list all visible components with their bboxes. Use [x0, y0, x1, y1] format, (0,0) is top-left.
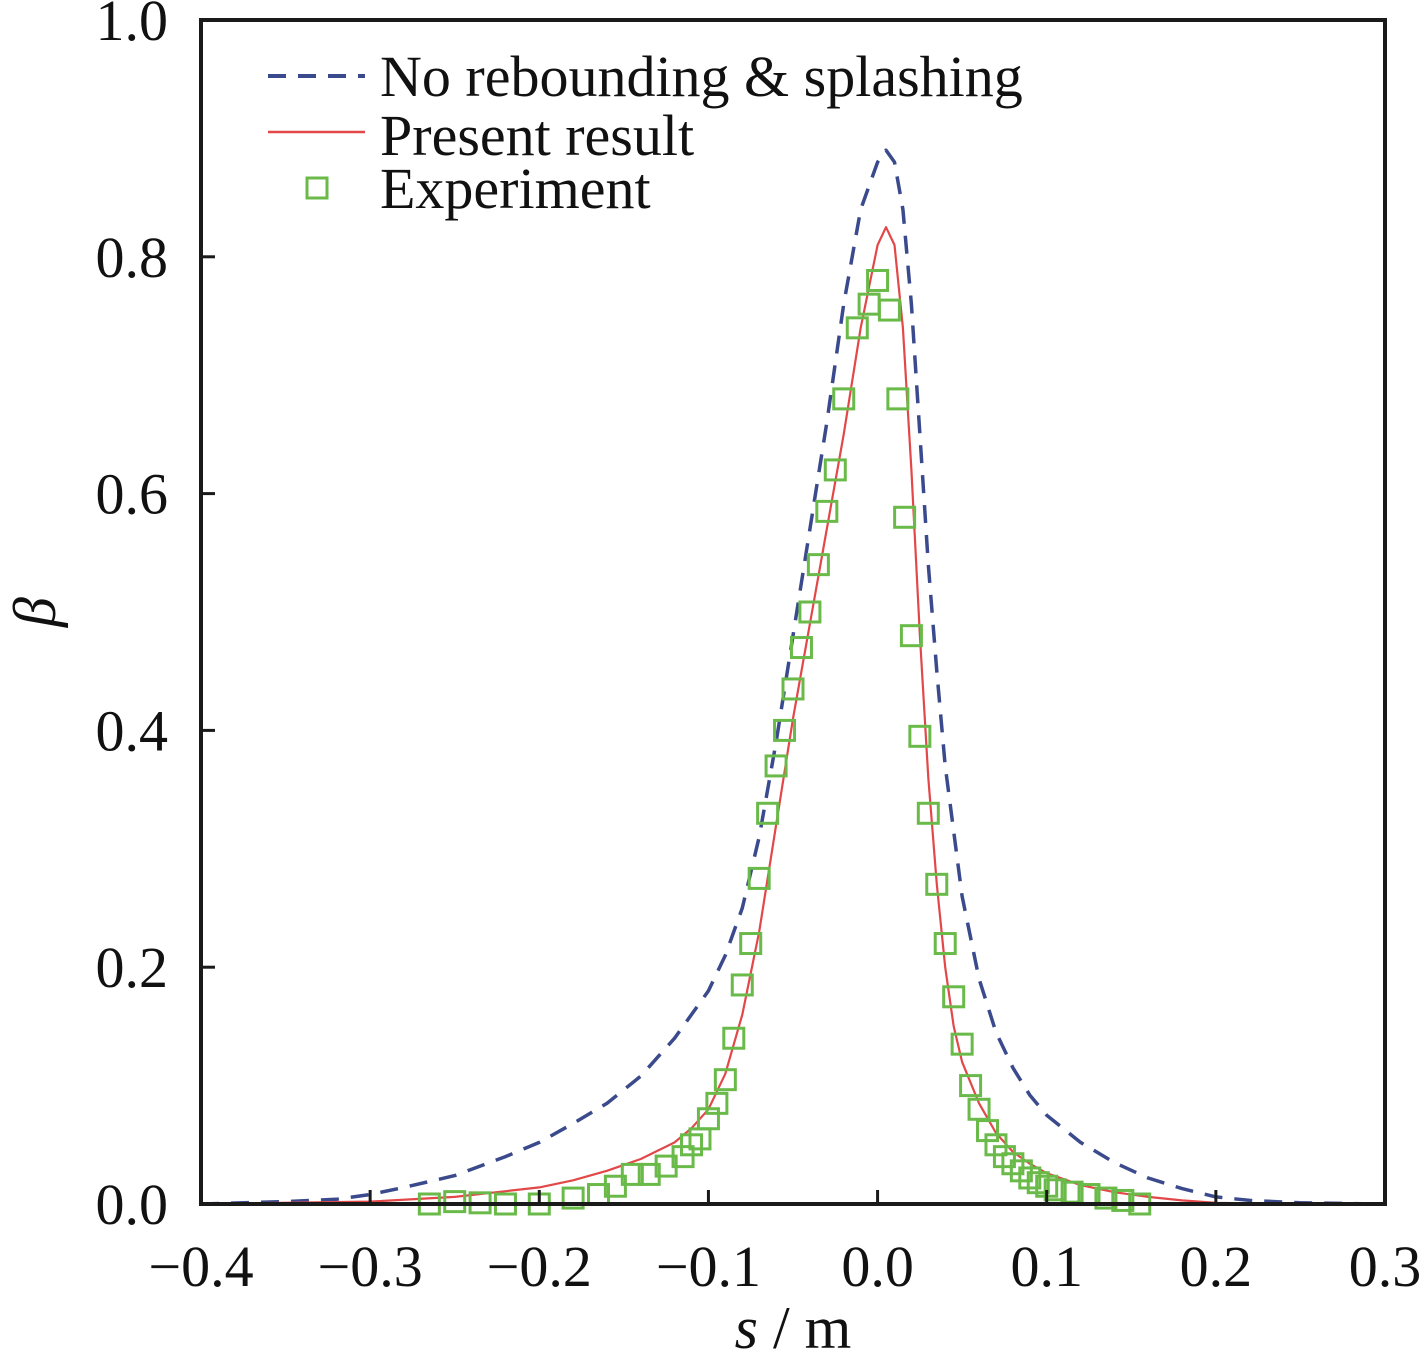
experiment-point	[713, 1068, 737, 1092]
experiment-point	[1043, 1178, 1067, 1202]
legend: No rebounding & splashing Present result…	[268, 44, 1023, 221]
legend-label-experiment: Experiment	[380, 156, 651, 221]
experiment-point	[756, 801, 780, 825]
y-tick-label: 0.0	[96, 1172, 169, 1237]
experiment-point	[832, 387, 856, 411]
experiment-point	[976, 1119, 1000, 1143]
y-tick-label: 0.2	[96, 935, 169, 1000]
experiment-point	[992, 1145, 1016, 1169]
experiment-point	[696, 1107, 720, 1131]
legend-swatch-experiment	[305, 176, 329, 200]
y-tick-label: 1.0	[96, 0, 169, 53]
experiment-point	[671, 1145, 695, 1169]
experiment-point	[893, 505, 917, 529]
y-tick-label: 0.4	[96, 698, 169, 763]
x-tick-label: −0.2	[487, 1234, 592, 1299]
experiment-point	[942, 985, 966, 1009]
experiment-point	[798, 600, 822, 624]
experiment-point	[959, 1074, 983, 1098]
series-layer	[200, 148, 1386, 1216]
experiment-point	[1001, 1152, 1025, 1176]
y-tick-label: 0.8	[96, 225, 169, 290]
series-no-rebounding-line	[200, 148, 1386, 1206]
x-tick-label: 0.3	[1349, 1234, 1422, 1299]
experiment-point	[823, 458, 847, 482]
experiment-point	[916, 801, 940, 825]
experiment-point	[1094, 1186, 1118, 1210]
experiment-point	[1111, 1188, 1135, 1212]
experiment-point	[815, 499, 839, 523]
experiment-point	[908, 724, 932, 748]
experiment-point	[789, 636, 813, 660]
experiment-point	[722, 1026, 746, 1050]
experiment-point	[1018, 1166, 1042, 1190]
experiment-point	[620, 1162, 644, 1186]
experiment-point	[845, 316, 869, 340]
x-axis-title: s / m	[735, 1295, 852, 1358]
experiment-point	[1009, 1159, 1033, 1183]
experiment-point	[730, 973, 754, 997]
x-tick-label: −0.3	[318, 1234, 423, 1299]
experiment-point	[1026, 1171, 1050, 1195]
x-tick-label: 0.1	[1010, 1234, 1083, 1299]
x-tick-label: 0.0	[841, 1234, 914, 1299]
experiment-point	[739, 932, 763, 956]
x-axis-unit: / m	[758, 1295, 851, 1358]
experiment-point	[866, 268, 890, 292]
experiment-point	[899, 624, 923, 648]
experiment-point	[747, 866, 771, 890]
experiment-point	[603, 1174, 627, 1198]
ticks-layer	[199, 18, 1387, 1206]
experiment-point	[764, 754, 788, 778]
x-axis-var: s	[735, 1295, 758, 1358]
experiment-point	[637, 1162, 661, 1186]
experiment-point	[933, 932, 957, 956]
x-tick-label: 0.2	[1180, 1234, 1253, 1299]
series-present-result-line	[200, 226, 1385, 1206]
x-tick-label: −0.4	[148, 1234, 253, 1299]
experiment-point	[443, 1190, 467, 1214]
experiment-point	[877, 298, 901, 322]
experiment-point	[806, 553, 830, 577]
experiment-point	[561, 1186, 585, 1210]
experiment-point	[925, 872, 949, 896]
experiment-point	[773, 718, 797, 742]
x-tick-label: −0.1	[656, 1234, 761, 1299]
legend-label-no-rebounding: No rebounding & splashing	[380, 44, 1023, 109]
legend-label-present-result: Present result	[380, 103, 694, 168]
experiment-point	[950, 1032, 974, 1056]
y-axis-title: β	[2, 597, 68, 628]
series-experiment-markers	[417, 268, 1152, 1216]
experiment-point	[705, 1091, 729, 1115]
experiment-point	[886, 387, 910, 411]
experiment-point	[680, 1133, 704, 1157]
plot-frame	[199, 18, 1387, 1206]
y-tick-label: 0.6	[96, 462, 169, 527]
experiment-point	[781, 677, 805, 701]
experiment-point	[857, 292, 881, 316]
labels-layer: −0.4 −0.3 −0.2 −0.1 0.0 0.1 0.2 0.3 0.0 0.2 0.4 0.6…	[96, 0, 1422, 1299]
experiment-point	[984, 1133, 1008, 1157]
